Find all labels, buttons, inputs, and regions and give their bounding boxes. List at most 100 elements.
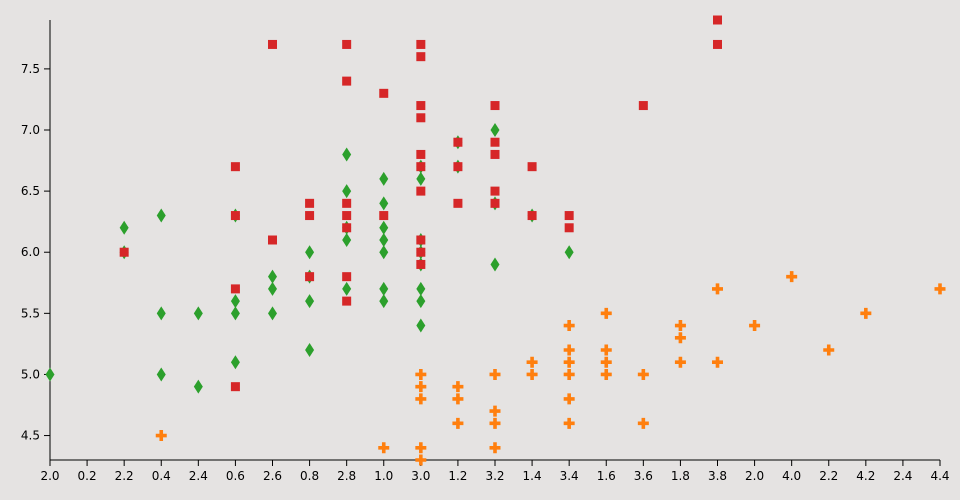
series-cross bbox=[155, 271, 946, 466]
x-tick-label: 2.8 bbox=[337, 469, 356, 483]
square-point bbox=[490, 149, 500, 159]
y-tick-label: 5.5 bbox=[21, 306, 40, 320]
x-tick-label: 3.0 bbox=[411, 469, 430, 483]
y-tick-label: 7.5 bbox=[21, 62, 40, 76]
diamond-point bbox=[490, 123, 500, 137]
square-point bbox=[416, 101, 426, 111]
cross-point bbox=[378, 442, 390, 454]
square-point bbox=[342, 39, 352, 49]
x-tick-label: 0.6 bbox=[226, 469, 245, 483]
cross-point bbox=[712, 283, 723, 295]
cross-point bbox=[526, 356, 538, 368]
x-tick-label: 3.8 bbox=[708, 469, 727, 483]
cross-point bbox=[155, 430, 167, 442]
square-point bbox=[416, 149, 426, 159]
square-point bbox=[305, 211, 315, 221]
x-tick-label: 4.0 bbox=[782, 469, 801, 483]
square-point bbox=[230, 211, 240, 221]
cross-point bbox=[526, 368, 538, 380]
square-point bbox=[490, 198, 500, 208]
square-point bbox=[490, 137, 500, 147]
diamond-point bbox=[230, 355, 240, 370]
x-tick-label: 2.2 bbox=[115, 469, 134, 483]
diamond-point bbox=[379, 281, 389, 296]
diamond-point bbox=[268, 306, 277, 321]
y-tick-label: 6.5 bbox=[21, 184, 40, 198]
cross-point bbox=[637, 368, 649, 380]
diamond-point bbox=[416, 294, 426, 309]
square-point bbox=[230, 284, 240, 294]
x-tick-label: 0.4 bbox=[152, 469, 171, 483]
square-point bbox=[230, 382, 240, 392]
x-tick-label: 3.6 bbox=[634, 469, 653, 483]
square-point bbox=[713, 39, 722, 49]
diamond-point bbox=[379, 196, 389, 211]
square-point bbox=[416, 39, 426, 49]
diamond-point bbox=[268, 269, 277, 284]
square-point bbox=[453, 137, 463, 147]
cross-point bbox=[563, 344, 575, 356]
cross-point bbox=[563, 356, 575, 368]
diamond-point bbox=[416, 281, 426, 296]
square-point bbox=[453, 198, 463, 208]
y-tick-label: 7.0 bbox=[21, 123, 40, 137]
cross-point bbox=[563, 320, 575, 332]
series-square bbox=[119, 15, 722, 392]
square-point bbox=[379, 88, 389, 98]
cross-point bbox=[749, 320, 761, 332]
square-point bbox=[305, 272, 315, 282]
series-diamond bbox=[45, 123, 574, 394]
square-point bbox=[713, 15, 722, 25]
cross-point bbox=[712, 356, 723, 368]
square-point bbox=[416, 235, 426, 245]
diamond-point bbox=[564, 245, 574, 260]
x-tick-label: 1.6 bbox=[597, 469, 616, 483]
x-tick-label: 2.2 bbox=[819, 469, 838, 483]
cross-point bbox=[489, 417, 501, 429]
cross-point bbox=[415, 381, 427, 393]
diamond-point bbox=[156, 367, 166, 382]
x-tick-label: 4.2 bbox=[856, 469, 875, 483]
x-tick-label: 0.2 bbox=[78, 469, 97, 483]
cross-point bbox=[489, 405, 501, 417]
y-axis: 4.5 5.0 5.5 6.0 6.5 7.0 7.5 bbox=[21, 20, 51, 460]
cross-point bbox=[452, 417, 464, 429]
x-tick-label: 1.0 bbox=[374, 469, 393, 483]
square-point bbox=[416, 186, 426, 196]
square-point bbox=[342, 76, 352, 86]
diamond-point bbox=[156, 208, 166, 223]
diamond-point bbox=[416, 318, 426, 333]
square-point bbox=[342, 198, 352, 208]
cross-point bbox=[600, 356, 612, 368]
square-point bbox=[564, 223, 574, 233]
diamond-point bbox=[45, 367, 55, 382]
square-point bbox=[527, 162, 537, 172]
cross-point bbox=[415, 454, 427, 466]
diamond-point bbox=[379, 171, 389, 186]
diamond-point bbox=[193, 306, 203, 321]
diamond-point bbox=[268, 281, 277, 296]
cross-point bbox=[415, 368, 427, 380]
x-tick-label: 2.4 bbox=[893, 469, 912, 483]
cross-point bbox=[489, 442, 501, 454]
cross-point bbox=[600, 368, 612, 380]
diamond-point bbox=[342, 147, 352, 162]
diamond-point bbox=[230, 294, 240, 309]
square-point bbox=[342, 211, 352, 221]
diamond-point bbox=[416, 171, 426, 186]
y-tick-label: 5.0 bbox=[21, 367, 40, 381]
square-point bbox=[230, 162, 240, 172]
cross-point bbox=[452, 393, 464, 405]
square-point bbox=[342, 296, 352, 306]
cross-point bbox=[415, 442, 427, 454]
square-point bbox=[564, 211, 574, 221]
diamond-point bbox=[342, 281, 352, 296]
x-tick-label: 2.0 bbox=[40, 469, 59, 483]
square-point bbox=[416, 162, 426, 172]
diamond-point bbox=[379, 220, 389, 235]
x-tick-label: 3.4 bbox=[560, 469, 579, 483]
cross-point bbox=[563, 368, 575, 380]
cross-point bbox=[637, 417, 649, 429]
square-point bbox=[416, 113, 426, 123]
